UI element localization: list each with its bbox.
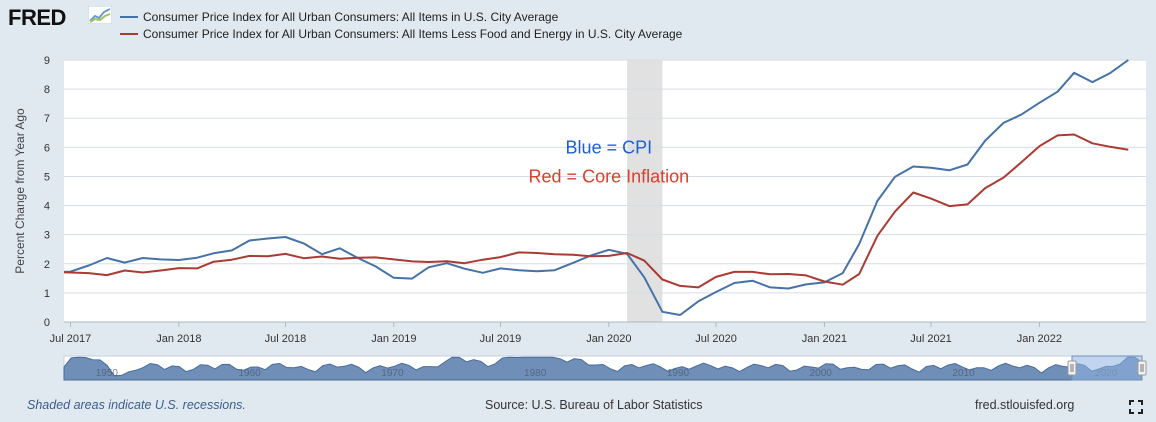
y-tick-label-8: 8 bbox=[44, 84, 50, 96]
legend-swatch-cpi bbox=[120, 16, 138, 18]
x-tick-label-5: Jan 2020 bbox=[586, 333, 631, 345]
legend-swatch-core bbox=[120, 33, 138, 35]
y-tick-label-1: 1 bbox=[44, 288, 50, 300]
navigator-tick-label-3: 1980 bbox=[524, 368, 547, 379]
x-tick-label-6: Jul 2020 bbox=[695, 333, 737, 345]
y-tick-label-2: 2 bbox=[44, 259, 50, 271]
x-tick-label-2: Jul 2018 bbox=[265, 333, 307, 345]
fullscreen-icon[interactable] bbox=[1129, 400, 1143, 414]
source-text: Source: U.S. Bureau of Labor Statistics bbox=[485, 398, 703, 412]
navigator-tick-label-4: 1990 bbox=[667, 368, 690, 379]
y-tick-label-3: 3 bbox=[44, 230, 50, 242]
y-tick-label-0: 0 bbox=[44, 317, 50, 329]
fred-url-link[interactable]: fred.stlouisfed.org bbox=[975, 398, 1075, 412]
x-tick-label-1: Jan 2018 bbox=[156, 333, 201, 345]
x-tick-label-0: Jul 2017 bbox=[50, 333, 92, 345]
legend-item-cpi[interactable]: Consumer Price Index for All Urban Consu… bbox=[120, 9, 558, 25]
series-line-1 bbox=[64, 133, 1129, 289]
y-tick-label-9: 9 bbox=[44, 55, 50, 67]
recession-band-0 bbox=[627, 60, 663, 322]
x-tick-label-4: Jul 2019 bbox=[480, 333, 522, 345]
legend-label-core: Consumer Price Index for All Urban Consu… bbox=[143, 27, 683, 41]
navigator-handle-0[interactable] bbox=[1067, 360, 1077, 376]
y-tick-label-7: 7 bbox=[44, 113, 50, 125]
x-tick-label-7: Jan 2021 bbox=[802, 333, 847, 345]
navigator-area bbox=[63, 356, 1143, 381]
x-tick-label-9: Jan 2022 bbox=[1017, 333, 1062, 345]
legend-label-cpi: Consumer Price Index for All Urban Consu… bbox=[143, 10, 559, 24]
navigator-tick-label-2: 1970 bbox=[381, 368, 404, 379]
navigator-handle-box-1 bbox=[1137, 360, 1147, 376]
navigator-tick-label-5: 2000 bbox=[810, 368, 833, 379]
navigator-selection bbox=[1071, 355, 1143, 381]
y-tick-label-5: 5 bbox=[44, 171, 50, 183]
navigator-handle-1[interactable] bbox=[1137, 360, 1147, 376]
plot-area: 0 1 2 3 4 5 6 7 8 9 Jul 2017 Jan 2018 Jul 2018 Jan 20… bbox=[13, 55, 1146, 345]
fred-logo[interactable]: FRED bbox=[8, 5, 66, 30]
annotation-1: Red = Core Inflation bbox=[529, 166, 690, 186]
navigator-handle-box-0 bbox=[1067, 360, 1077, 376]
y-axis-label: Percent Change from Year Ago bbox=[13, 108, 27, 274]
fred-graph-icon bbox=[88, 6, 112, 24]
navigator-tick-label-6: 2010 bbox=[952, 368, 975, 379]
x-tick-label-8: Jul 2021 bbox=[910, 333, 952, 345]
recession-note: Shaded areas indicate U.S. recessions. bbox=[27, 398, 246, 412]
annotation-0: Blue = CPI bbox=[566, 137, 653, 157]
y-tick-label-4: 4 bbox=[44, 201, 50, 213]
x-tick-label-3: Jan 2019 bbox=[371, 333, 416, 345]
navigator-tick-label-0: 1950 bbox=[96, 368, 119, 379]
plot-background bbox=[64, 60, 1146, 322]
legend-item-core[interactable]: Consumer Price Index for All Urban Consu… bbox=[120, 26, 682, 42]
y-tick-label-6: 6 bbox=[44, 142, 50, 154]
navigator[interactable]: 19501960197019801990200020102020 bbox=[63, 355, 1147, 381]
navigator-tick-label-1: 1960 bbox=[238, 368, 261, 379]
